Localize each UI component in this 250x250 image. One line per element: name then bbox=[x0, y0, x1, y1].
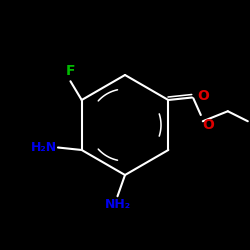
Text: O: O bbox=[198, 88, 209, 102]
Text: F: F bbox=[66, 64, 75, 78]
Text: H₂N: H₂N bbox=[30, 141, 57, 154]
Text: O: O bbox=[202, 118, 214, 132]
Text: NH₂: NH₂ bbox=[104, 198, 130, 211]
